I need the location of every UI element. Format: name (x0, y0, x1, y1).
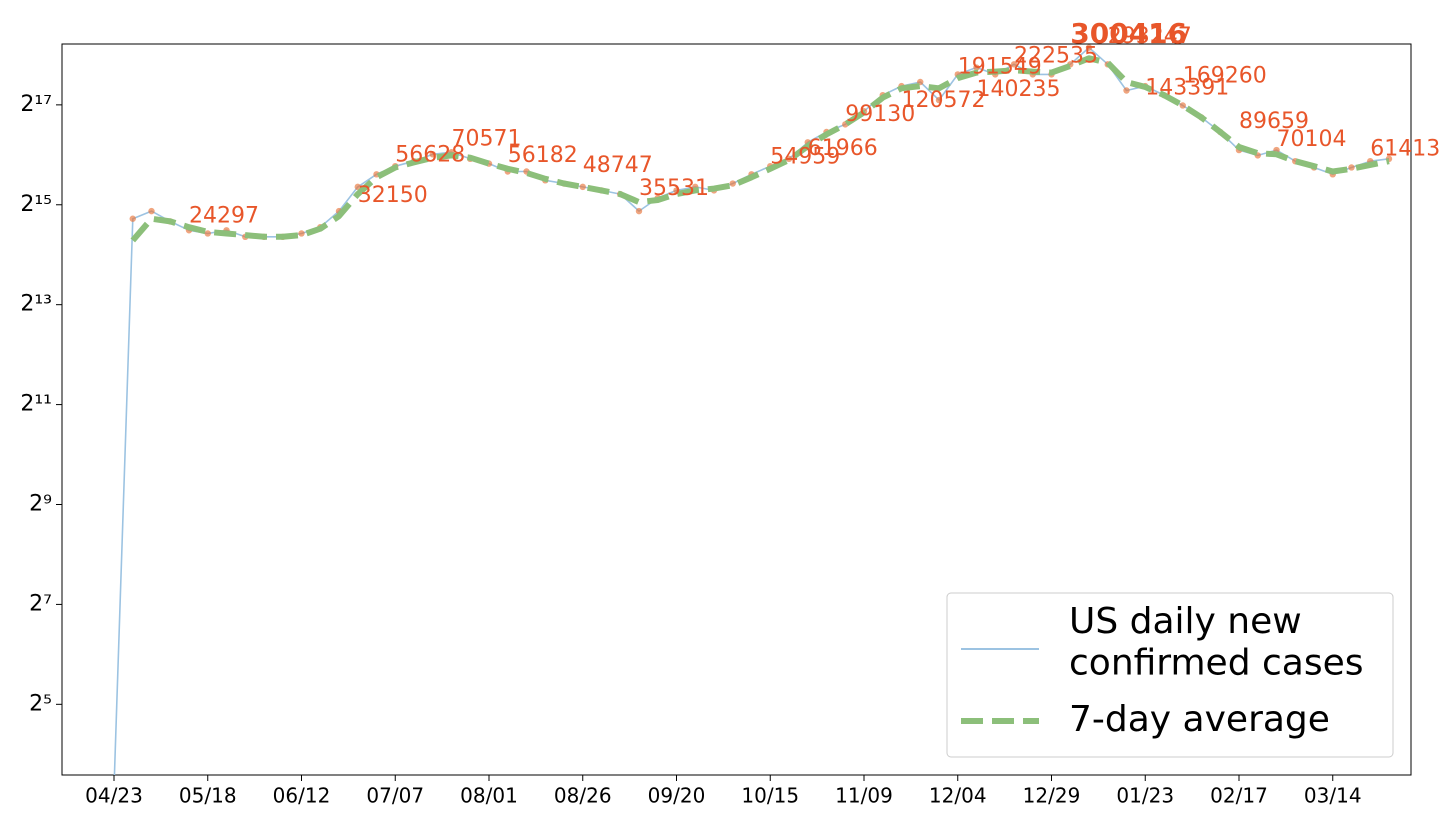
annotation: 120572 (902, 88, 986, 113)
annotation: 35531 (639, 176, 709, 201)
x-tick-label: 01/23 (1116, 784, 1174, 808)
annotation: 99130 (845, 102, 915, 127)
plot-area (113, 44, 1393, 775)
daily-point (429, 151, 436, 158)
annotation: 140235 (977, 77, 1061, 102)
annotation: 143391 (1145, 75, 1229, 100)
daily-point (204, 230, 211, 237)
daily-point (1179, 102, 1186, 109)
daily-point (785, 155, 793, 163)
y-tick-label: 2¹³ (20, 292, 52, 317)
annotation: 61413 (1370, 137, 1440, 162)
x-tick-label: 08/26 (554, 784, 612, 808)
daily-point (579, 183, 586, 191)
x-tick-label: 07/07 (366, 784, 424, 808)
annotation: 169260 (1183, 63, 1267, 88)
y-tick-label: 2⁵ (29, 691, 52, 716)
daily-point (129, 215, 136, 222)
annotation: 70571 (452, 126, 522, 151)
daily-point (298, 230, 305, 237)
x-tick-label: 09/20 (648, 784, 706, 808)
annotation: 89659 (1239, 109, 1309, 134)
annotation: 56628 (395, 142, 465, 167)
annotation: 24297 (189, 203, 259, 228)
x-tick-label: 10/15 (741, 784, 799, 808)
x-tick-label: 03/14 (1304, 784, 1362, 808)
x-tick-label: 06/12 (273, 784, 331, 808)
annotation: 48747 (583, 153, 653, 178)
annotation: 56182 (508, 143, 578, 168)
daily-point (1123, 87, 1130, 94)
x-tick-label: 08/01 (460, 784, 518, 808)
x-tick-label: 05/18 (179, 784, 237, 808)
daily-point (354, 183, 361, 191)
x-tick-label: 04/23 (85, 784, 143, 808)
daily-point (1085, 44, 1093, 51)
x-tick-label: 02/17 (1210, 784, 1268, 808)
daily-point (1010, 61, 1018, 68)
daily-point (148, 207, 155, 215)
annotation: 300416 (1070, 17, 1187, 50)
legend-label: 7-day average (1069, 699, 1330, 740)
daily-point (935, 96, 943, 104)
y-tick-label: 2⁹ (29, 491, 52, 516)
x-tick-label: 12/29 (1023, 784, 1081, 808)
annotation: 293247 (1108, 24, 1192, 49)
legend-label: US daily new confirmed cases (1069, 601, 1364, 683)
annotation: 32150 (358, 183, 428, 208)
average-line (130, 55, 1390, 243)
annotation: 191549 (958, 55, 1042, 80)
y-tick-label: 2¹¹ (20, 392, 52, 417)
x-tick-label: 11/09 (835, 784, 893, 808)
annotation: 222535 (1014, 44, 1098, 69)
plot-frame (61, 43, 1412, 776)
legend-box (946, 592, 1394, 758)
daily-point (973, 64, 980, 71)
y-tick-label: 2⁷ (29, 591, 52, 616)
x-tick-label: 12/04 (929, 784, 987, 808)
daily-point (1348, 164, 1355, 171)
annotation: 70104 (1277, 127, 1347, 152)
daily-point (729, 180, 736, 187)
annotation: 61966 (808, 136, 878, 161)
y-tick-label: 2¹⁵ (20, 192, 52, 217)
y-tick-label: 2¹⁷ (20, 92, 52, 117)
annotation: 54959 (770, 145, 840, 170)
daily-point (635, 207, 643, 215)
